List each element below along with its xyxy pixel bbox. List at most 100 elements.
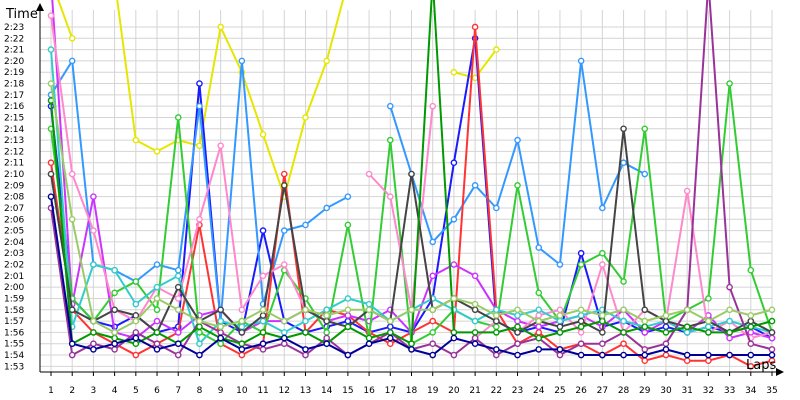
data-point — [768, 317, 776, 325]
y-tick-label: 1:57 — [4, 317, 24, 327]
data-point — [174, 295, 182, 302]
data-point — [196, 351, 203, 359]
data-point — [535, 312, 543, 319]
data-point — [302, 329, 309, 336]
data-point — [344, 306, 352, 314]
data-point — [747, 323, 755, 331]
data-point — [577, 317, 585, 325]
data-point — [768, 306, 776, 314]
data-point — [280, 182, 288, 189]
x-tick-label: 23 — [512, 386, 523, 396]
data-point — [662, 323, 670, 331]
y-axis-arrow-icon — [36, 3, 44, 11]
x-tick-label: 6 — [154, 386, 160, 396]
data-point — [683, 357, 691, 364]
series-1 — [57, 0, 500, 200]
data-point — [429, 340, 437, 348]
x-tick-label: 7 — [175, 386, 181, 396]
data-point — [344, 221, 352, 229]
x-tick-label: 4 — [112, 386, 118, 396]
data-point — [365, 300, 373, 308]
data-point — [174, 283, 182, 291]
data-point — [556, 312, 564, 319]
data-point — [493, 306, 500, 314]
data-point — [577, 323, 585, 331]
data-point — [132, 312, 140, 319]
data-point — [132, 136, 140, 144]
data-point — [514, 136, 521, 144]
data-point — [641, 329, 649, 336]
data-point — [662, 312, 670, 319]
y-tick-label: 2:15 — [4, 113, 24, 123]
data-point — [493, 329, 500, 336]
data-point — [386, 323, 394, 331]
data-point — [577, 351, 585, 359]
data-point — [747, 340, 755, 348]
data-point — [577, 249, 585, 257]
x-tick-label: 22 — [491, 386, 502, 396]
data-point — [450, 68, 458, 76]
data-point — [768, 346, 776, 353]
data-point — [556, 261, 564, 268]
data-point — [662, 317, 670, 325]
data-point — [153, 306, 161, 314]
y-tick-label: 1:58 — [4, 306, 24, 316]
y-axis-title: Time — [5, 7, 38, 22]
data-point — [280, 334, 288, 342]
data-point — [302, 306, 309, 314]
x-tick-label: 17 — [385, 386, 396, 396]
y-tick-label: 2:00 — [4, 283, 24, 293]
data-point — [217, 306, 224, 314]
data-point — [153, 317, 161, 325]
data-point — [429, 351, 437, 359]
x-tick-label: 31 — [681, 386, 692, 396]
y-tick-label: 2:09 — [4, 181, 24, 191]
data-point — [535, 346, 543, 353]
data-point — [599, 204, 606, 212]
data-point — [302, 346, 309, 353]
data-point — [429, 329, 437, 336]
data-point — [153, 261, 161, 268]
data-point — [153, 295, 161, 302]
data-point — [90, 317, 97, 325]
data-point — [302, 351, 309, 359]
data-point — [471, 317, 479, 325]
data-point — [111, 266, 118, 274]
x-tick-label: 20 — [448, 386, 460, 396]
x-tick-label: 26 — [575, 386, 587, 396]
data-point — [705, 295, 712, 302]
data-point — [47, 12, 55, 19]
data-point — [111, 329, 118, 336]
x-tick-label: 24 — [533, 386, 545, 396]
y-tick-label: 2:06 — [4, 215, 24, 225]
data-point — [68, 57, 76, 65]
data-point — [111, 334, 118, 342]
data-point — [386, 340, 394, 348]
data-point — [577, 57, 585, 65]
data-point — [47, 46, 55, 53]
y-tick-label: 1:56 — [4, 328, 24, 338]
x-tick-label: 19 — [427, 386, 439, 396]
data-point — [344, 317, 352, 325]
y-tick-label: 2:20 — [4, 57, 24, 67]
data-point — [599, 249, 606, 257]
data-point — [344, 295, 352, 302]
data-point — [705, 317, 712, 325]
data-point — [599, 340, 606, 348]
data-point — [259, 312, 267, 319]
data-point — [323, 204, 330, 212]
data-point — [259, 306, 267, 314]
data-point — [153, 340, 161, 348]
data-point — [323, 306, 330, 314]
data-point — [47, 159, 55, 167]
data-point — [683, 306, 691, 314]
y-tick-label: 2:17 — [4, 91, 24, 101]
data-point — [514, 329, 521, 336]
data-point — [577, 340, 585, 348]
data-point — [196, 102, 203, 110]
series-13 — [47, 193, 776, 359]
data-point — [90, 340, 97, 348]
data-point — [471, 334, 479, 342]
data-point — [577, 329, 585, 336]
data-point — [535, 323, 543, 331]
